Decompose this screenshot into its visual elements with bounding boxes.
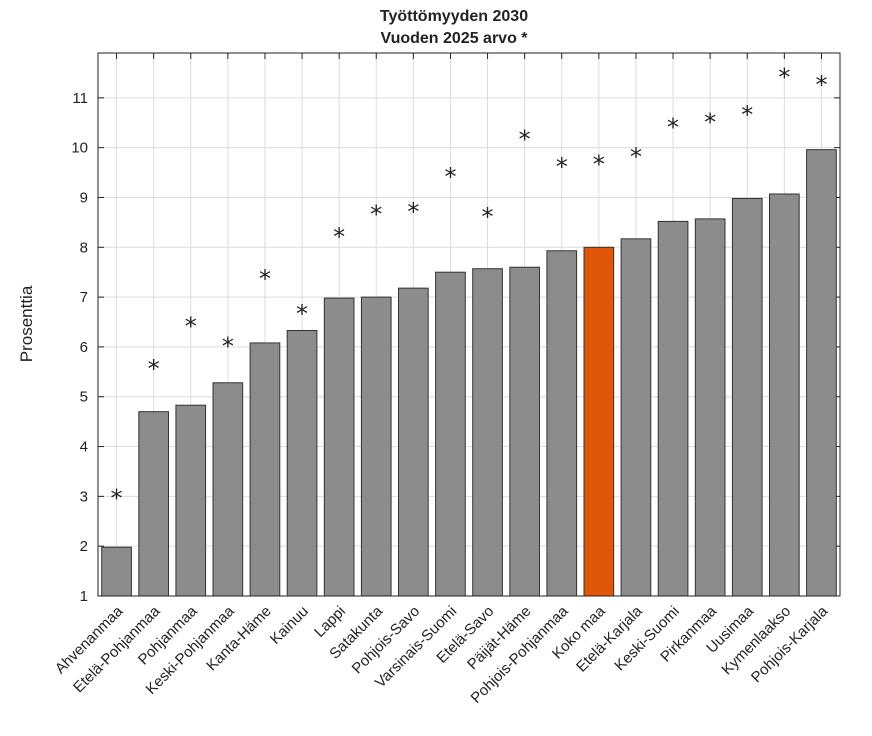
previous-value-marker: * <box>333 223 345 251</box>
previous-value-marker: * <box>259 265 271 293</box>
y-tick-label: 6 <box>80 339 88 356</box>
bar <box>806 149 837 597</box>
grid-lines <box>98 53 840 597</box>
bars <box>101 149 837 597</box>
bar <box>657 220 689 597</box>
y-tick-label: 4 <box>80 439 88 456</box>
bar <box>212 382 244 597</box>
previous-value-marker: * <box>667 113 679 141</box>
y-tick-label: 11 <box>72 90 88 107</box>
previous-value-marker: * <box>296 300 308 328</box>
bar <box>286 329 318 597</box>
bar <box>138 411 169 597</box>
y-tick-label: 3 <box>80 488 88 505</box>
x-tick-label: Kainuu <box>267 603 312 648</box>
y-tick-label: 8 <box>80 239 88 256</box>
previous-value-markers: * * * * * * * * * * * * * * * * * * * * <box>111 63 828 512</box>
y-tick-labels: 1 2 3 4 5 6 7 8 9 10 11 <box>71 90 88 605</box>
y-tick-label: 7 <box>80 289 88 306</box>
previous-value-marker: * <box>148 355 160 383</box>
bar <box>101 546 132 597</box>
bar <box>546 250 578 597</box>
y-tick-label: 1 <box>80 588 88 605</box>
bar <box>694 218 726 597</box>
plot-frame <box>97 52 841 597</box>
previous-value-marker: * <box>630 143 642 171</box>
bar <box>323 297 355 597</box>
previous-value-marker: * <box>815 71 827 99</box>
previous-value-marker: * <box>778 63 790 91</box>
previous-value-marker: * <box>407 198 419 226</box>
y-tick-label: 9 <box>80 189 88 206</box>
bar <box>620 238 652 597</box>
bar <box>472 268 503 597</box>
previous-value-marker: * <box>519 126 531 154</box>
y-tick-label: 10 <box>71 140 88 157</box>
bar <box>398 287 429 597</box>
previous-value-marker: * <box>704 108 716 136</box>
chart-subtitle: Vuoden 2025 arvo * <box>380 30 528 47</box>
y-axis-label: Prosenttia <box>17 285 36 362</box>
chart-title: Työttömyyden 2030 <box>380 8 528 25</box>
bar <box>249 342 281 597</box>
previous-value-marker: * <box>222 332 234 360</box>
previous-value-marker: * <box>482 203 494 231</box>
previous-value-marker: * <box>370 200 382 228</box>
previous-value-marker: * <box>556 153 568 181</box>
y-tick-label: 5 <box>80 389 88 406</box>
previous-value-marker: * <box>185 313 197 341</box>
previous-value-marker: * <box>741 101 753 129</box>
x-tick-labels: AhvenanmaaEtelä-PohjanmaaPohjanmaaKeski-… <box>52 602 832 706</box>
bar <box>583 246 615 597</box>
bar <box>731 197 763 597</box>
previous-value-marker: * <box>444 163 456 191</box>
bar <box>509 266 540 597</box>
bar <box>435 271 466 597</box>
previous-value-marker: * <box>593 151 605 179</box>
previous-value-marker: * <box>111 484 123 512</box>
y-tick-label: 2 <box>80 538 88 555</box>
bar <box>360 296 392 597</box>
bar <box>175 404 207 597</box>
bar <box>769 193 800 597</box>
